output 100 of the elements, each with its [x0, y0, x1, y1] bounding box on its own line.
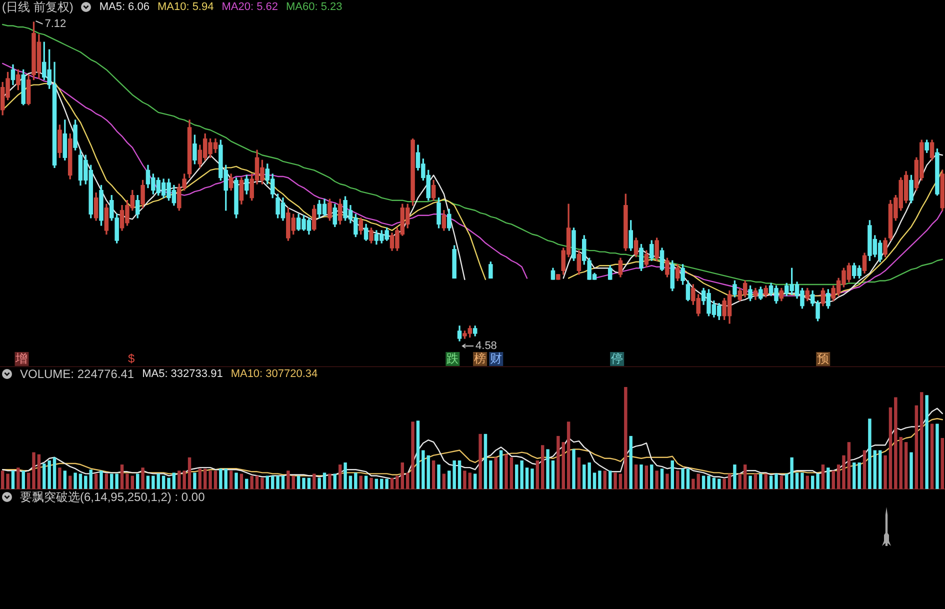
bar	[670, 460, 674, 489]
bar	[11, 470, 15, 489]
bar	[270, 476, 274, 489]
text: 财	[490, 351, 502, 366]
bar	[473, 474, 477, 489]
bar	[842, 455, 846, 489]
bar	[146, 476, 150, 489]
bar	[307, 478, 311, 489]
bar	[84, 476, 88, 489]
bar	[266, 476, 270, 489]
bar	[58, 468, 62, 489]
bar	[245, 478, 248, 489]
bar	[312, 474, 316, 489]
bar	[707, 476, 710, 489]
bar	[322, 472, 326, 489]
bar	[333, 474, 337, 489]
text: 榜	[474, 351, 486, 366]
bar	[390, 478, 394, 489]
bar	[764, 474, 768, 489]
bar	[370, 478, 373, 489]
bar	[188, 457, 192, 489]
bar	[816, 474, 820, 489]
bar	[660, 468, 664, 489]
bar	[795, 472, 799, 489]
bar	[692, 478, 695, 489]
bar	[582, 464, 586, 489]
bar	[448, 470, 451, 489]
bar	[748, 476, 752, 489]
bar	[806, 476, 810, 489]
bar	[374, 478, 378, 489]
bar	[598, 470, 602, 489]
bar	[836, 464, 840, 489]
bar	[780, 476, 784, 489]
bar	[452, 460, 456, 489]
bar	[733, 464, 736, 489]
bar	[167, 478, 170, 489]
bar	[478, 434, 482, 489]
bar	[504, 454, 508, 489]
bar	[338, 464, 342, 489]
bar	[193, 472, 196, 489]
bar	[702, 476, 706, 489]
bar	[182, 470, 186, 489]
bar	[868, 418, 872, 489]
bar	[644, 466, 648, 489]
text: 预	[817, 351, 830, 366]
bar	[536, 460, 540, 489]
bar	[458, 460, 462, 489]
bar	[156, 474, 160, 489]
bar	[6, 474, 10, 489]
bar	[484, 434, 488, 489]
bar	[588, 462, 591, 489]
bar	[302, 478, 306, 489]
bar	[556, 436, 560, 489]
bar	[229, 470, 233, 489]
bar	[240, 474, 244, 489]
bar	[910, 452, 913, 489]
bar	[530, 468, 534, 489]
bar	[400, 462, 404, 489]
bar	[364, 476, 368, 489]
bar	[203, 468, 207, 489]
annotation: 7.12	[44, 18, 66, 30]
bar	[468, 472, 472, 489]
bar	[614, 472, 617, 489]
bar	[94, 474, 98, 489]
bar	[686, 468, 690, 489]
bar	[852, 462, 856, 489]
bar	[152, 476, 155, 489]
bar	[32, 452, 36, 489]
bar	[634, 464, 638, 489]
bar	[618, 474, 622, 489]
bar	[136, 474, 140, 489]
bar	[718, 478, 721, 489]
bar	[754, 474, 758, 489]
bar	[89, 470, 92, 489]
text: MA60: 5.23	[286, 1, 342, 13]
bar	[208, 470, 212, 489]
bar	[940, 438, 944, 489]
bar	[52, 457, 56, 489]
bar	[406, 472, 410, 489]
bar	[930, 424, 934, 489]
bar	[759, 474, 762, 489]
candlestick	[556, 274, 560, 280]
bar	[743, 464, 747, 489]
bar	[130, 476, 134, 489]
bar	[100, 470, 103, 489]
bar	[411, 422, 414, 489]
bar	[821, 464, 825, 489]
bar	[551, 460, 555, 489]
bar	[22, 470, 25, 489]
bar	[873, 450, 877, 489]
bar	[899, 436, 902, 489]
bar	[572, 449, 576, 489]
bar	[515, 464, 518, 489]
bar	[655, 470, 658, 489]
bar	[681, 468, 684, 489]
bar	[936, 424, 939, 489]
bar	[603, 470, 607, 489]
text: 要飘突破选(6,14,95,250,1,2) : 0.00	[20, 489, 205, 506]
bar	[416, 420, 420, 489]
bar	[442, 474, 446, 489]
